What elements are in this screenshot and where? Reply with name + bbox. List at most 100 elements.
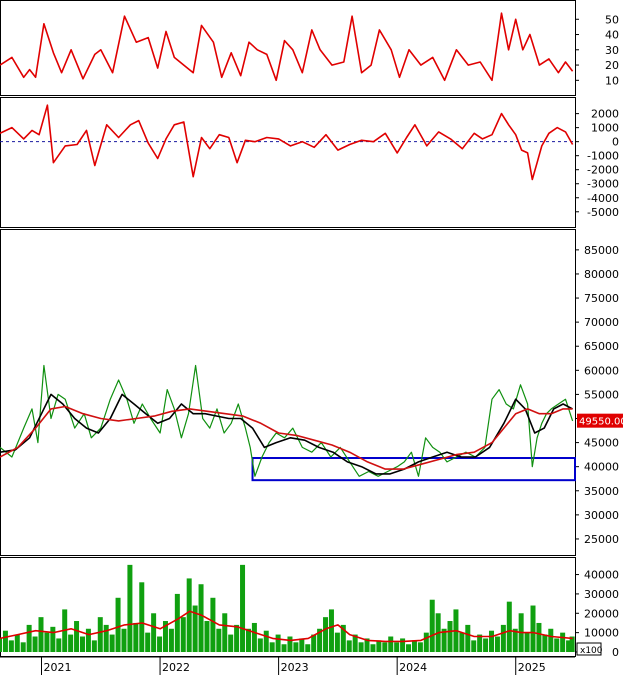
volume-bar bbox=[115, 597, 121, 652]
chart-panels: 1020304050-5000-4000-3000-2000-100001000… bbox=[0, 0, 623, 659]
volume-bar bbox=[74, 621, 80, 652]
volume-bar bbox=[103, 624, 109, 652]
volume-bar bbox=[91, 640, 97, 652]
volume-bar bbox=[174, 593, 180, 652]
momentum-ytick-label: -5000 bbox=[587, 206, 619, 219]
volume-bar bbox=[554, 638, 560, 652]
support-zone-box bbox=[251, 457, 576, 482]
momentum-ytick-label: -3000 bbox=[587, 178, 619, 191]
volume-bar bbox=[121, 628, 127, 652]
volume-bar bbox=[32, 636, 38, 652]
volume-bar bbox=[245, 628, 251, 652]
momentum-ytick-label: -2000 bbox=[587, 164, 619, 177]
volume-bar bbox=[483, 638, 489, 652]
volume-bar bbox=[334, 632, 340, 652]
volume-bar bbox=[293, 642, 299, 652]
volume-bar bbox=[162, 621, 168, 652]
volume-bar bbox=[328, 609, 334, 652]
momentum-ytick-label: 0 bbox=[612, 136, 619, 149]
oscillator-series-line bbox=[0, 12, 574, 82]
volume-bar bbox=[406, 644, 412, 652]
volume-bar bbox=[465, 624, 471, 652]
oscillator-ytick-label: 50 bbox=[605, 13, 619, 26]
volume-bar bbox=[275, 634, 281, 652]
volume-bar bbox=[257, 638, 263, 652]
volume-ytick-label: 0 bbox=[612, 646, 619, 659]
price-frame bbox=[0, 229, 576, 556]
volume-bar bbox=[14, 634, 20, 652]
volume-bar bbox=[317, 628, 323, 652]
volume-bar bbox=[524, 632, 530, 652]
volume-bar bbox=[447, 621, 453, 652]
volume-bar bbox=[168, 628, 174, 652]
price-ytick-label: 55000 bbox=[584, 388, 619, 401]
last-price-tag bbox=[577, 413, 623, 428]
price-ytick-label: 45000 bbox=[584, 437, 619, 450]
volume-bar bbox=[542, 634, 548, 652]
volume-bar bbox=[364, 638, 370, 652]
x-tick-label: 2023 bbox=[281, 661, 309, 674]
price-series-line bbox=[0, 364, 574, 477]
volume-bar bbox=[566, 640, 572, 652]
volume-bar bbox=[198, 584, 204, 652]
volume-bar bbox=[251, 622, 257, 652]
momentum-ytick-label: -4000 bbox=[587, 192, 619, 205]
price-ytick-label: 85000 bbox=[584, 244, 619, 257]
last-price-label: 49550.00 bbox=[579, 417, 623, 428]
volume-bar bbox=[376, 640, 382, 652]
volume-bar bbox=[500, 624, 506, 652]
volume-bar bbox=[234, 624, 240, 652]
volume-bar bbox=[56, 638, 62, 652]
volume-bar bbox=[240, 564, 246, 652]
volume-bar bbox=[97, 617, 103, 652]
price-panel: 2500030000350004000045000500005500060000… bbox=[0, 229, 623, 556]
volume-bar bbox=[311, 634, 317, 652]
volume-bar bbox=[459, 632, 465, 652]
volume-bar bbox=[133, 622, 139, 652]
price-ytick-label: 25000 bbox=[584, 533, 619, 546]
price-ytick-label: 60000 bbox=[584, 364, 619, 377]
volume-bar bbox=[50, 626, 56, 652]
price-ytick-label: 30000 bbox=[584, 509, 619, 522]
momentum-ytick-label: 2000 bbox=[591, 108, 619, 121]
volume-bar bbox=[85, 628, 91, 652]
volume-unit-label: x100 bbox=[580, 646, 603, 656]
volume-bar bbox=[370, 644, 376, 652]
oscillator-ytick-label: 30 bbox=[605, 44, 619, 57]
volume-series-line bbox=[0, 610, 573, 643]
volume-bar bbox=[560, 632, 566, 652]
x-tick-label: 2025 bbox=[518, 661, 546, 674]
volume-bar bbox=[222, 613, 228, 652]
volume-bar bbox=[192, 605, 198, 652]
volume-bar bbox=[204, 621, 210, 652]
volume-bar bbox=[323, 617, 329, 652]
volume-bar bbox=[346, 640, 352, 652]
x-tick-label: 2024 bbox=[399, 661, 427, 674]
volume-bar bbox=[2, 630, 8, 652]
price-ytick-label: 35000 bbox=[584, 485, 619, 498]
volume-bar bbox=[411, 640, 417, 652]
volume-bar bbox=[20, 642, 26, 652]
volume-bar bbox=[512, 628, 518, 652]
momentum-ytick-label: 1000 bbox=[591, 122, 619, 135]
oscillator-panel: 10 20 30 40 50 bbox=[0, 0, 619, 96]
volume-bar bbox=[0, 638, 2, 652]
volume-bar bbox=[358, 642, 364, 652]
volume-bar bbox=[210, 597, 216, 652]
oscillator-frame bbox=[0, 0, 576, 96]
volume-bar bbox=[417, 642, 423, 652]
volume-unit-badge: x100 bbox=[576, 642, 603, 656]
price-ytick-label: 70000 bbox=[584, 316, 619, 329]
volume-bar bbox=[8, 640, 14, 652]
volume-bar bbox=[68, 634, 74, 652]
volume-bar bbox=[530, 605, 536, 652]
volume-unit-frame bbox=[576, 642, 602, 656]
price-ytick-label: 65000 bbox=[584, 340, 619, 353]
volume-bar bbox=[299, 638, 305, 652]
volume-bar bbox=[180, 617, 186, 652]
x-tick-label: 2022 bbox=[162, 661, 190, 674]
x-axis: 2021 2022 2023 2024 2025 bbox=[0, 656, 575, 675]
volume-bar bbox=[305, 644, 311, 652]
volume-bar bbox=[109, 634, 115, 652]
